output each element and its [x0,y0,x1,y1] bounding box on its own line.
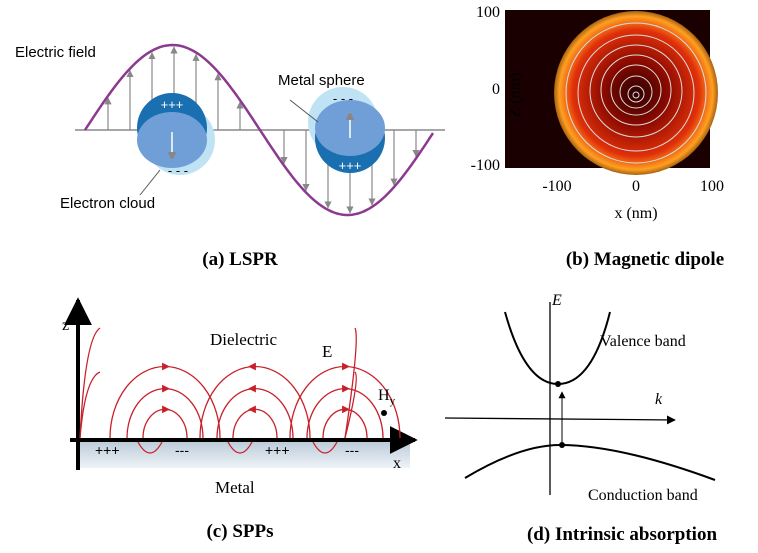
label: z [62,317,69,334]
label: Metal sphere [278,72,365,89]
field-line [307,389,383,438]
k-axis [445,418,675,420]
label: E [322,342,332,361]
field-line [345,328,356,438]
field-line [217,389,293,438]
plus: +++ [95,442,120,458]
state [559,442,565,448]
y-axis-label: Z (nm) [507,73,524,118]
conduction-band [465,445,715,480]
field-line [80,372,100,438]
x-tick: 100 [700,178,724,195]
x-axis-label: x (nm) [614,205,657,222]
y-tick: -100 [471,157,500,174]
dot [381,410,387,416]
plus: +++ [339,158,362,173]
label: Metal [215,478,255,497]
state [555,381,561,387]
label: k [655,391,663,408]
figure: +++ - - - - - - +++ Electric field Metal… [0,0,758,553]
minus: --- [345,442,359,458]
label: Conduction band [588,487,698,504]
field-line [143,409,187,438]
label: Electron cloud [60,195,155,212]
panel-d: E k Valence band Conduction band (d) Int… [445,292,717,545]
field-line [233,409,277,438]
label: Electric field [15,44,96,61]
panel-c: z Dielectric E Hy x Metal +++ --- +++ --… [62,300,415,542]
field-map [554,11,718,175]
y-tick: 0 [492,81,500,98]
x-tick: 0 [632,178,640,195]
field-line [127,389,203,438]
metal [78,440,410,468]
label: Dielectric [210,330,277,349]
y-tick: 100 [476,4,500,21]
label: E [551,292,562,309]
label: x [393,455,401,472]
panel-a: +++ - - - - - - +++ Electric field Metal… [15,44,445,270]
x-tick: -100 [542,178,571,195]
label: Hy [378,387,396,407]
leader [140,170,160,195]
plus: +++ [265,442,290,458]
minus: --- [175,442,189,458]
subscript: y [390,395,396,407]
label: H [378,387,390,404]
plus: +++ [161,97,184,112]
field-line [200,367,310,439]
valence-band [505,312,610,384]
field-line [110,367,220,438]
minus: - - - [333,91,353,106]
panel-b: 100 0 -100 -100 0 100 Z (nm) x (nm) (b) … [471,4,724,270]
label: Valence band [600,333,686,350]
caption: (d) Intrinsic absorption [527,524,717,545]
caption: (c) SPPs [206,521,273,542]
caption: (b) Magnetic dipole [566,249,724,270]
caption: (a) LSPR [202,249,278,270]
minus: - - - [168,163,188,178]
